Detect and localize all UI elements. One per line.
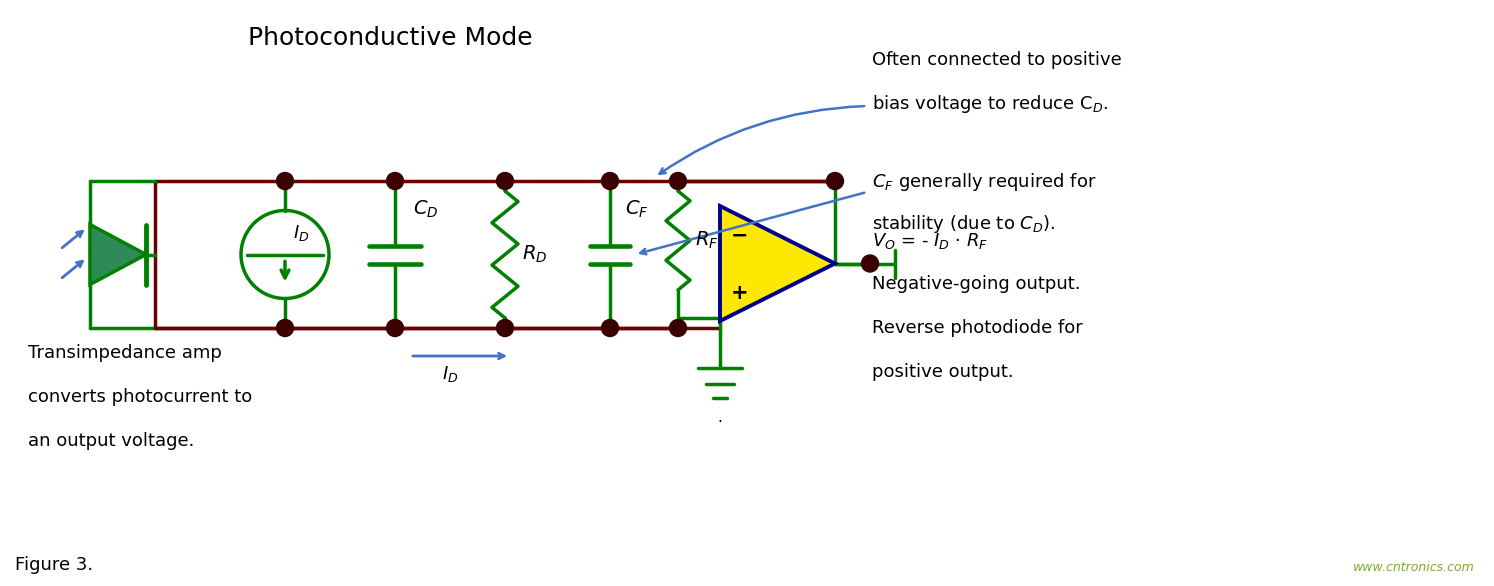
Text: $V_O$ = - $I_D$ · $R_F$: $V_O$ = - $I_D$ · $R_F$ <box>872 231 988 251</box>
Text: positive output.: positive output. <box>872 363 1013 381</box>
Text: $C_F$ generally required for: $C_F$ generally required for <box>872 171 1097 193</box>
Text: an output voltage.: an output voltage. <box>28 432 194 450</box>
Circle shape <box>669 319 687 336</box>
Text: $I_D$: $I_D$ <box>293 223 309 243</box>
Circle shape <box>276 319 293 336</box>
Text: Figure 3.: Figure 3. <box>15 556 93 574</box>
Circle shape <box>826 172 844 189</box>
Polygon shape <box>90 224 146 284</box>
Text: Often connected to positive: Often connected to positive <box>872 51 1122 69</box>
Text: bias voltage to reduce C$_D$.: bias voltage to reduce C$_D$. <box>872 93 1109 115</box>
Circle shape <box>602 319 619 336</box>
Text: www.cntronics.com: www.cntronics.com <box>1354 561 1475 574</box>
Text: $C_D$: $C_D$ <box>412 199 438 220</box>
Text: $C_F$: $C_F$ <box>624 199 648 220</box>
Circle shape <box>669 172 687 189</box>
Circle shape <box>496 319 514 336</box>
Text: .: . <box>717 410 723 425</box>
Text: $I_D$: $I_D$ <box>442 364 459 384</box>
Text: $R_D$: $R_D$ <box>521 244 547 265</box>
Text: Photoconductive Mode: Photoconductive Mode <box>248 26 532 50</box>
Circle shape <box>387 172 403 189</box>
Text: +: + <box>731 283 748 303</box>
Text: stability (due to $C_D$).: stability (due to $C_D$). <box>872 213 1055 235</box>
Text: −: − <box>731 226 748 246</box>
Polygon shape <box>720 206 835 321</box>
Text: $R_F$: $R_F$ <box>695 230 719 251</box>
Circle shape <box>862 255 878 272</box>
Text: Transimpedance amp: Transimpedance amp <box>28 344 223 362</box>
Circle shape <box>276 172 293 189</box>
Text: Negative-going output.: Negative-going output. <box>872 275 1080 293</box>
Circle shape <box>602 172 619 189</box>
Text: converts photocurrent to: converts photocurrent to <box>28 388 252 406</box>
Text: Reverse photodiode for: Reverse photodiode for <box>872 319 1083 337</box>
Circle shape <box>387 319 403 336</box>
Circle shape <box>496 172 514 189</box>
